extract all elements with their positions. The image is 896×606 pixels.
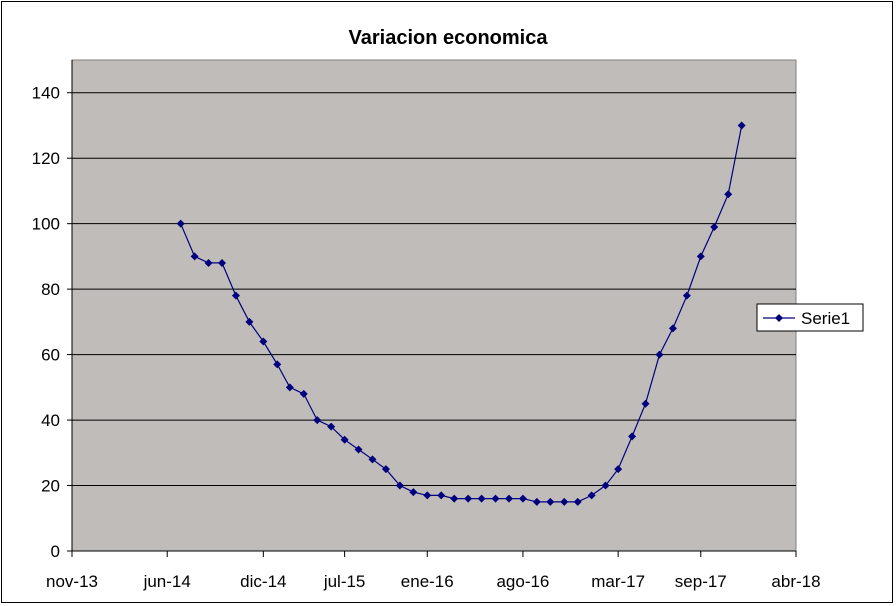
data-point: [299, 389, 308, 398]
data-point: [259, 337, 268, 346]
data-point: [737, 121, 746, 130]
legend-box: [756, 303, 864, 332]
series-serie1: [176, 121, 746, 506]
x-tick-label: ene-16: [401, 572, 454, 591]
data-point: [710, 222, 719, 231]
x-tick-label: mar-17: [591, 572, 645, 591]
y-tick-label: 120: [32, 149, 60, 168]
data-point: [614, 465, 623, 474]
chart-title: Variacion economica: [349, 27, 549, 49]
data-point: [381, 465, 390, 474]
y-tick-label: 0: [51, 542, 60, 561]
data-point: [601, 481, 610, 490]
data-point: [354, 445, 363, 454]
x-tick-label: jun-14: [143, 572, 191, 591]
data-point: [491, 494, 500, 503]
data-point: [313, 416, 322, 425]
y-tick-label: 20: [41, 477, 60, 496]
x-tick-label: nov-13: [46, 572, 98, 591]
legend: Serie1: [756, 303, 864, 332]
data-point: [327, 422, 336, 431]
data-point: [285, 383, 294, 392]
data-point: [423, 491, 432, 500]
data-point: [437, 491, 446, 500]
data-point: [395, 481, 404, 490]
legend-label-serie1: Serie1: [801, 309, 850, 328]
data-point: [176, 219, 185, 228]
data-point: [696, 252, 705, 261]
data-point: [204, 258, 213, 267]
data-point: [518, 494, 527, 503]
data-point: [641, 399, 650, 408]
data-point: [628, 432, 637, 441]
legend-marker-serie1: [775, 314, 783, 322]
data-point: [573, 497, 582, 506]
data-point: [668, 324, 677, 333]
data-point: [724, 190, 733, 199]
data-point: [682, 291, 691, 300]
data-point: [505, 494, 514, 503]
data-point: [368, 455, 377, 464]
data-point: [546, 497, 555, 506]
data-point: [273, 360, 282, 369]
x-tick-label: sep-17: [675, 572, 727, 591]
axes: [71, 60, 796, 552]
y-tick-label: 100: [32, 215, 60, 234]
data-point: [477, 494, 486, 503]
y-tick-label: 60: [41, 346, 60, 365]
data-point: [560, 497, 569, 506]
data-point: [218, 258, 227, 267]
data-point: [655, 350, 664, 359]
x-tick-label: jul-15: [323, 572, 366, 591]
data-point: [409, 488, 418, 497]
y-tick-label: 80: [41, 280, 60, 299]
x-tick-label: dic-14: [240, 572, 286, 591]
data-point: [532, 497, 541, 506]
y-tick-label: 40: [41, 411, 60, 430]
data-point: [245, 317, 254, 326]
x-tick-label: ago-16: [496, 572, 549, 591]
data-point: [231, 291, 240, 300]
x-tick-label: abr-18: [771, 572, 820, 591]
data-point: [340, 435, 349, 444]
data-point: [587, 491, 596, 500]
data-point: [190, 252, 199, 261]
plot-area: [71, 59, 797, 552]
gridlines: [72, 92, 796, 487]
y-tick-label: 140: [32, 84, 60, 103]
data-point: [464, 494, 473, 503]
y-axis-ticks: 0 20 40 60 80 100 120 140: [32, 84, 72, 561]
data-point: [450, 494, 459, 503]
series-line: [180, 125, 743, 503]
x-axis-ticks: nov-13 jun-14 dic-14 jul-15 ene-16 ago-16 mar-…: [46, 551, 821, 591]
